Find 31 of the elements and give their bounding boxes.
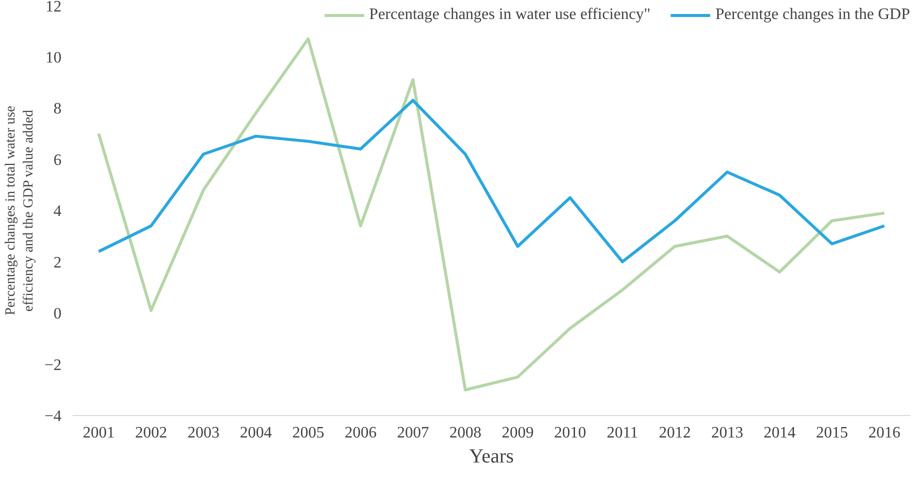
x-tick-label: 2003 bbox=[187, 424, 220, 442]
x-tick-label: 2015 bbox=[816, 424, 848, 442]
x-tick-label: 2001 bbox=[82, 424, 115, 442]
y-tick-label: 8 bbox=[54, 100, 62, 118]
y-tick-label: 4 bbox=[54, 203, 62, 220]
y-tick-label: 0 bbox=[54, 306, 62, 322]
y-tick-label: 12 bbox=[46, 0, 62, 16]
x-tick-label: 2013 bbox=[711, 424, 744, 442]
x-axis-title: Years bbox=[469, 446, 514, 468]
x-tick-label: 2014 bbox=[764, 424, 796, 442]
y-tick-label: −2 bbox=[44, 356, 62, 374]
x-tick-label: 2010 bbox=[554, 424, 586, 442]
x-tick-label: 2004 bbox=[240, 424, 272, 442]
y-axis-title: Percentage changes in total water use efficiency and the GDP value added bbox=[3, 106, 36, 316]
y-tick-label: 2 bbox=[54, 254, 62, 272]
y-tick-label: 6 bbox=[54, 152, 62, 169]
x-tick-label: 2005 bbox=[292, 424, 324, 442]
y-tick-label: 10 bbox=[46, 49, 62, 66]
x-tick-label: 2009 bbox=[502, 424, 534, 442]
x-tick-label: 2016 bbox=[868, 424, 900, 442]
line-series bbox=[97, 37, 886, 392]
legend-label: Percentge changes in the GDP bbox=[715, 6, 910, 24]
x-tick-label: 2006 bbox=[344, 424, 377, 442]
x-tick-label: 2008 bbox=[449, 424, 482, 442]
x-tick-label: 2007 bbox=[396, 424, 429, 442]
line-series bbox=[97, 98, 886, 264]
legend-label: Percentage changes in water use efficiency" bbox=[369, 6, 650, 24]
x-tick-label: 2011 bbox=[606, 424, 638, 442]
x-tick-label: 2002 bbox=[135, 424, 168, 442]
x-tick-label: 2012 bbox=[658, 424, 691, 442]
y-tick-label: −4 bbox=[44, 408, 62, 425]
